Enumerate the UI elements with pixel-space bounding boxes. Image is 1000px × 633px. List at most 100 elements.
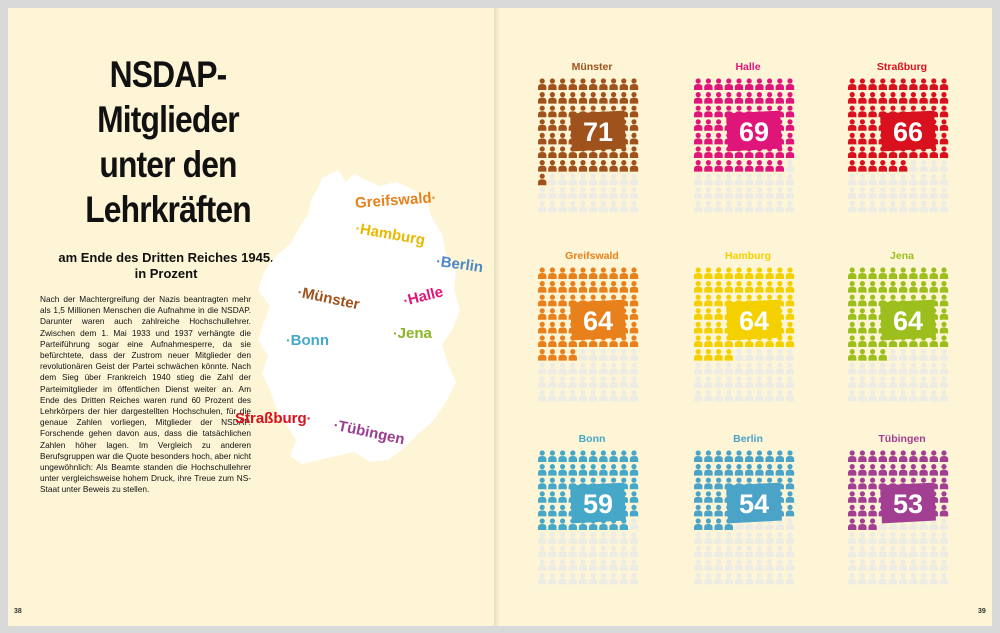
- person-icon-body: [939, 551, 949, 558]
- person-icon: [590, 362, 596, 368]
- person-icon-body: [694, 179, 703, 186]
- person-icon-body: [848, 97, 857, 104]
- person-icon: [777, 450, 783, 456]
- person-icon-body: [538, 341, 547, 347]
- person-icon-body: [868, 84, 877, 90]
- person-icon: [590, 349, 596, 355]
- person-icon: [549, 321, 556, 327]
- person-icon-body: [568, 469, 577, 476]
- person-icon: [921, 545, 927, 551]
- person-icon: [921, 349, 927, 355]
- person-icon: [859, 187, 866, 193]
- person-icon: [631, 187, 637, 193]
- person-icon: [931, 450, 937, 456]
- person-icon: [705, 518, 712, 524]
- person-icon: [631, 532, 637, 538]
- person-icon: [539, 362, 545, 368]
- person-icon: [880, 78, 886, 84]
- person-icon-body: [578, 206, 588, 213]
- person-icon-body: [858, 138, 867, 145]
- person-icon-body: [775, 273, 784, 279]
- person-icon: [600, 349, 607, 355]
- person-icon: [716, 200, 722, 206]
- person-icon: [611, 267, 617, 273]
- person-icon-body: [714, 564, 723, 571]
- person-icon: [590, 160, 596, 166]
- person-icon-body: [578, 381, 588, 388]
- person-icon-body: [629, 152, 639, 158]
- person-icon-body: [629, 368, 639, 375]
- person-icon: [756, 477, 763, 483]
- person-icon-body: [919, 551, 928, 558]
- person-icon: [890, 559, 896, 565]
- person-icon: [787, 187, 793, 193]
- person-icon-body: [929, 456, 938, 462]
- person-icon: [716, 160, 722, 166]
- person-icon-body: [919, 179, 928, 186]
- person-icon: [870, 321, 876, 327]
- person-icon-body: [589, 524, 598, 530]
- person-icon: [580, 92, 586, 98]
- person-icon: [695, 78, 701, 84]
- person-icon: [767, 294, 773, 300]
- person-icon: [549, 450, 556, 456]
- person-icon: [580, 200, 586, 206]
- person-icon-body: [609, 273, 618, 279]
- person-icon: [570, 281, 576, 287]
- person-icon: [549, 160, 556, 166]
- person-icon: [695, 572, 701, 579]
- person-icon: [880, 362, 886, 368]
- person-icon: [859, 267, 866, 273]
- person-icon-body: [704, 138, 713, 145]
- person-icon-body: [858, 192, 867, 199]
- person-icon-body: [878, 165, 887, 172]
- person-icon: [705, 281, 712, 287]
- person-icon-body: [558, 483, 567, 490]
- person-icon: [600, 160, 607, 166]
- person-icon: [726, 187, 732, 193]
- person-icon-body: [538, 327, 547, 334]
- person-icon: [767, 389, 773, 395]
- person-icon: [890, 92, 896, 98]
- person-icon: [890, 545, 896, 551]
- person-icon: [549, 545, 556, 551]
- person-icon: [777, 294, 783, 300]
- person-icon-body: [599, 179, 608, 186]
- person-icon: [560, 450, 566, 456]
- person-icon: [621, 545, 627, 551]
- person-icon: [849, 160, 855, 166]
- person-icon-body: [899, 206, 908, 213]
- person-icon: [560, 559, 566, 565]
- person-icon: [726, 450, 732, 456]
- person-icon: [890, 362, 896, 368]
- person-icon-body: [765, 192, 774, 199]
- person-icon: [746, 376, 752, 382]
- person-icon-body: [629, 97, 639, 104]
- person-icon-body: [568, 179, 577, 186]
- person-icon-body: [775, 179, 784, 186]
- person-icon: [880, 532, 886, 538]
- person-icon: [560, 105, 566, 111]
- person-icon: [849, 491, 855, 497]
- person-icon: [716, 92, 722, 98]
- person-icon: [611, 349, 617, 355]
- person-icon-body: [939, 179, 949, 186]
- person-icon: [910, 532, 917, 538]
- person-icon: [611, 464, 617, 470]
- person-icon-body: [629, 354, 639, 361]
- person-icon-body: [755, 551, 764, 558]
- person-icon-body: [548, 354, 557, 361]
- person-icon-body: [939, 341, 949, 347]
- person-icon-body: [785, 111, 795, 118]
- person-icon: [921, 376, 927, 382]
- person-icon: [631, 200, 637, 206]
- person-icon-body: [599, 469, 608, 476]
- person-icon-body: [878, 84, 887, 90]
- person-icon: [767, 267, 773, 273]
- person-icon-body: [714, 179, 723, 186]
- map-label-jena-text: Jena: [397, 325, 432, 342]
- person-icon: [941, 335, 947, 341]
- person-icon: [890, 464, 896, 470]
- person-icon-body: [868, 152, 877, 158]
- map-label-strassburg: Straßburg·: [235, 410, 312, 427]
